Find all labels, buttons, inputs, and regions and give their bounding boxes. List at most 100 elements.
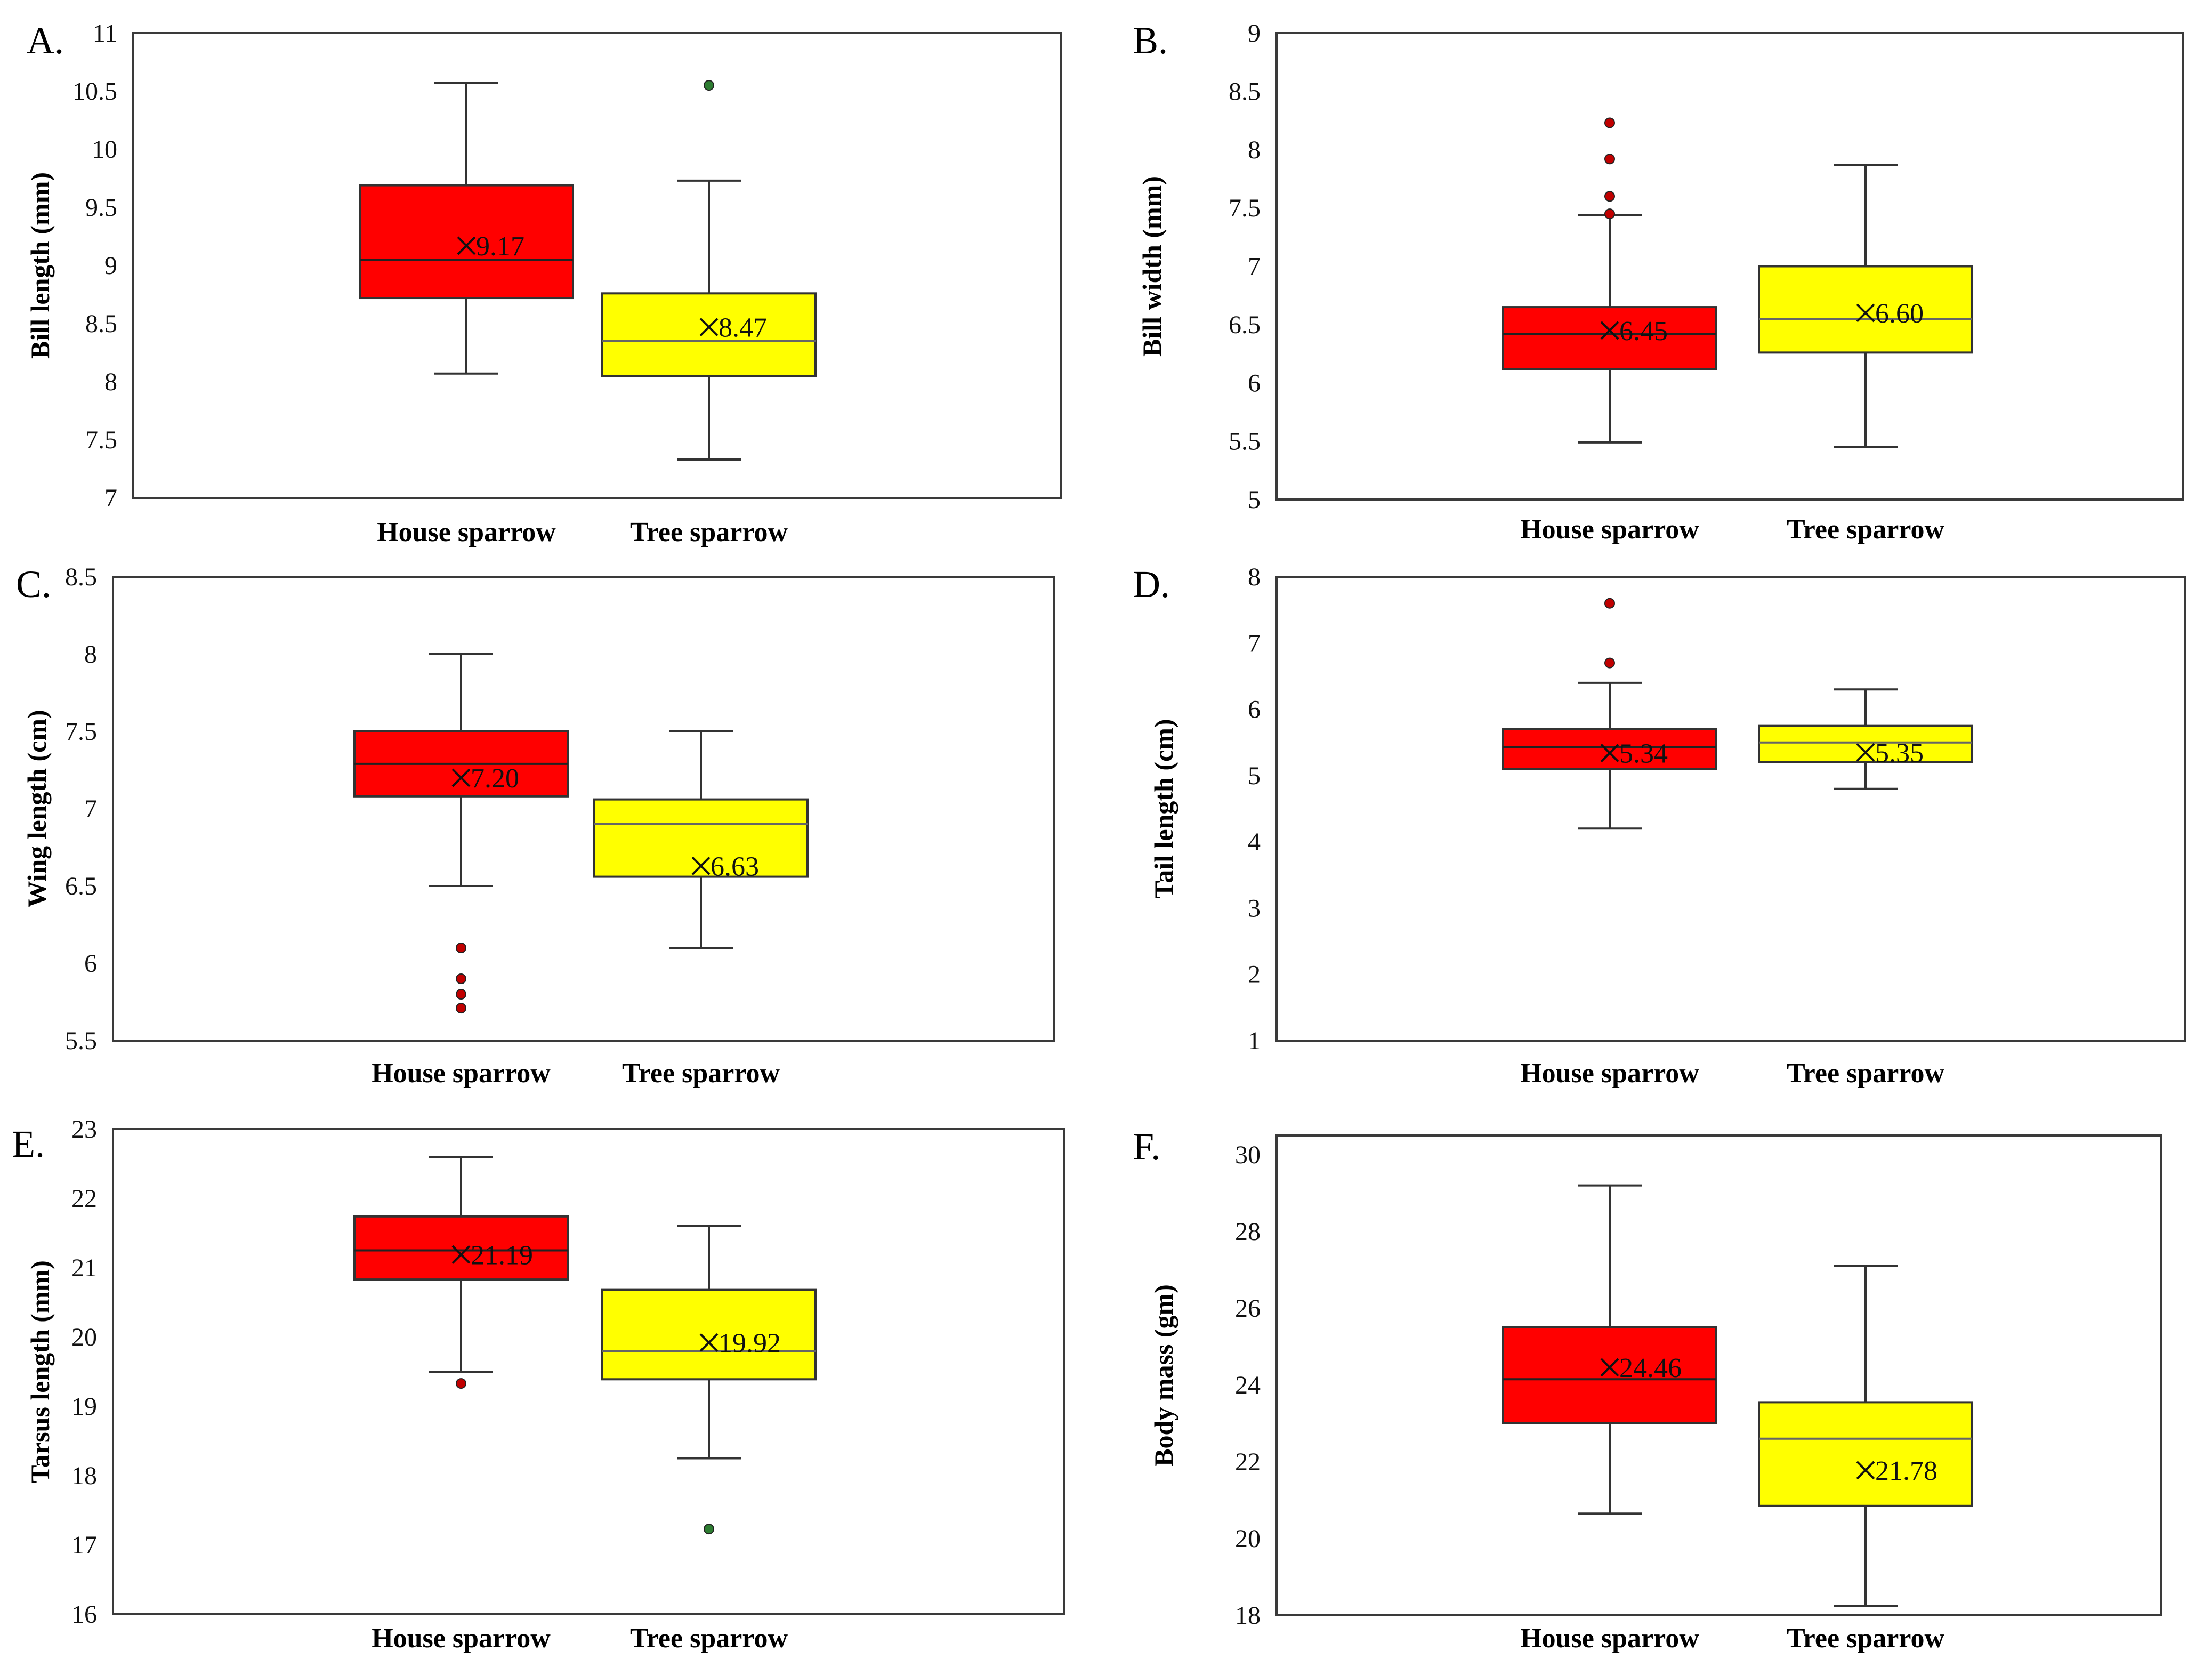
outlier-point [456, 1003, 466, 1014]
iqr-box [1502, 728, 1717, 770]
y-tick-label: 8 [104, 368, 117, 396]
box-tree-sparrow: 5.35 [1758, 688, 1973, 790]
y-tick-label: 9 [104, 252, 117, 280]
outlier-point [456, 943, 466, 953]
outlier-point [1604, 154, 1615, 165]
y-tick-label: 2 [1248, 961, 1261, 989]
outlier-point [1604, 208, 1615, 220]
x-category-label: House sparrow [377, 517, 556, 547]
chart-panel-b: B. 5 5.5 6 6.5 7 7.5 8 8.5 9 Bill width (mm) House … [1133, 19, 2184, 545]
y-axis-label: Tail length (cm) [1149, 719, 1178, 898]
mean-marker [451, 768, 471, 787]
mean-value-label: 7.20 [471, 763, 519, 794]
box-house-sparrow: 21.19 [353, 1156, 569, 1389]
x-category-label: House sparrow [1520, 1623, 1699, 1654]
y-tick-label: 7.5 [65, 718, 97, 746]
box-tree-sparrow: 21.78 [1758, 1265, 1973, 1607]
mean-marker [699, 1333, 719, 1352]
y-tick-label: 8.5 [1229, 77, 1261, 106]
box-house-sparrow: 24.46 [1502, 1184, 1717, 1515]
iqr-box [1758, 724, 1973, 763]
x-category-label: Tree sparrow [1787, 1623, 1945, 1654]
mean-marker [699, 318, 719, 336]
mean-value-label: 6.45 [1619, 316, 1668, 347]
iqr-box [1758, 1401, 1973, 1507]
y-tick-label: 3 [1248, 894, 1261, 922]
y-tick-label: 6.5 [1229, 311, 1261, 339]
x-category-label: House sparrow [1520, 1058, 1699, 1089]
outlier-point [704, 80, 714, 91]
y-tick-label: 23 [71, 1115, 97, 1143]
mean-marker [1856, 1461, 1875, 1480]
y-tick-label: 7.5 [1229, 194, 1261, 222]
panel-letter: C. [16, 563, 51, 606]
y-tick-label: 11 [93, 19, 117, 47]
chart-panel-e: E. 16 17 18 19 20 21 22 23 Tarsus length (mm) Hous… [12, 1115, 1065, 1654]
y-tick-label: 9.5 [85, 194, 117, 222]
y-tick-label: 18 [71, 1462, 97, 1490]
y-tick-label: 5 [1248, 762, 1261, 790]
y-tick-label: 7 [1248, 629, 1261, 657]
plot-frame [112, 1128, 1065, 1615]
mean-value-label: 6.63 [711, 851, 759, 882]
y-tick-label: 6 [1248, 369, 1261, 397]
x-category-label: Tree sparrow [1787, 514, 1945, 545]
y-tick-label: 8 [1248, 563, 1261, 591]
box-house-sparrow: 6.45 [1502, 117, 1717, 444]
iqr-box [601, 1288, 817, 1381]
y-tick-label: 7 [84, 795, 97, 823]
box-tree-sparrow: 19.92 [601, 1225, 817, 1535]
x-category-label: Tree sparrow [630, 1623, 788, 1654]
mean-marker [691, 856, 711, 875]
plot-frame [132, 32, 1062, 499]
y-tick-label: 30 [1235, 1141, 1261, 1169]
y-tick-label: 6 [84, 949, 97, 978]
iqr-box [1502, 1326, 1717, 1424]
mean-marker [451, 1245, 471, 1264]
mean-value-label: 6.60 [1875, 299, 1924, 329]
y-tick-label: 6.5 [65, 872, 97, 900]
y-tick-label: 26 [1235, 1294, 1261, 1323]
mean-value-label: 5.34 [1619, 739, 1668, 769]
iqr-box [1758, 265, 1973, 354]
outlier-point [456, 973, 466, 984]
y-tick-label: 10.5 [72, 77, 117, 106]
panel-letter: A. [27, 19, 64, 62]
y-tick-label: 22 [1235, 1448, 1261, 1476]
mean-value-label: 21.19 [471, 1240, 533, 1270]
mean-marker [1600, 744, 1619, 763]
box-tree-sparrow: 6.60 [1758, 164, 1973, 448]
y-tick-label: 9 [1248, 19, 1261, 47]
outlier-point [1604, 117, 1615, 128]
y-tick-label: 10 [92, 135, 117, 164]
panel-letter: B. [1133, 19, 1168, 62]
y-tick-label: 20 [71, 1323, 97, 1351]
mean-marker [1856, 743, 1875, 762]
panel-letter: E. [12, 1123, 45, 1165]
box-house-sparrow: 7.20 [353, 653, 569, 1014]
mean-marker [1600, 321, 1619, 340]
plot-frame [1275, 1134, 2162, 1616]
y-axis-label: Tarsus length (mm) [25, 1260, 55, 1483]
iqr-box [1502, 306, 1717, 370]
y-tick-label: 19 [71, 1392, 97, 1421]
mean-marker [457, 236, 476, 255]
y-axis-label: Body mass (gm) [1149, 1284, 1178, 1467]
y-axis-label: Wing length (cm) [22, 710, 52, 907]
y-tick-label: 24 [1235, 1371, 1261, 1399]
chart-panel-d: D. 1 2 3 4 5 6 7 8 Tail length (cm) House sparrow T… [1133, 563, 2186, 1089]
mean-marker [1600, 1358, 1619, 1377]
box-house-sparrow: 5.34 [1502, 598, 1717, 830]
plot-frame [1275, 32, 2184, 501]
chart-panel-a: A. 7 7.5 8 8.5 9 9.5 10 10.5 11 Bill length (mm) Ho… [25, 19, 1062, 547]
y-tick-label: 21 [71, 1254, 97, 1282]
x-category-label: Tree sparrow [1787, 1058, 1945, 1089]
x-category-label: House sparrow [372, 1058, 551, 1089]
y-tick-label: 8.5 [65, 563, 97, 591]
y-axis-label: Bill length (mm) [25, 172, 55, 359]
y-tick-label: 7 [104, 484, 117, 512]
panel-letter: F. [1133, 1125, 1160, 1168]
y-tick-label: 17 [71, 1531, 97, 1559]
panel-letter: D. [1133, 563, 1170, 606]
